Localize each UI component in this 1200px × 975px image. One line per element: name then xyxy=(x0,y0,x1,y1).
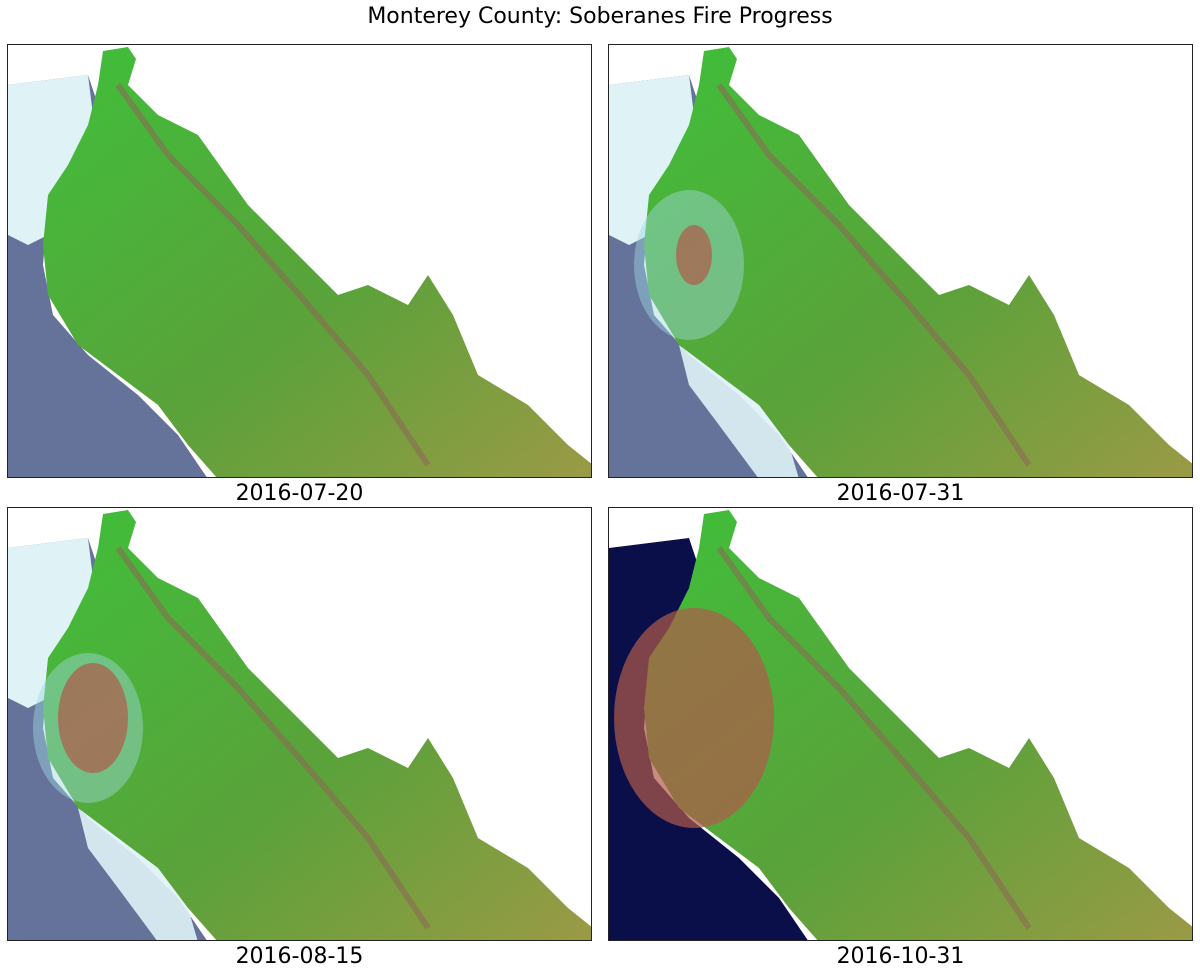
panel-date-3: 2016-08-15 xyxy=(235,944,364,969)
panel-date-4: 2016-10-31 xyxy=(836,944,965,969)
land-area xyxy=(43,510,591,940)
valley-line xyxy=(115,546,431,930)
valley-line xyxy=(115,83,431,467)
satellite-image-3 xyxy=(8,510,591,940)
valley-line xyxy=(716,546,1032,930)
cloud-bank xyxy=(609,75,694,245)
satellite-image-4 xyxy=(609,510,1192,940)
cloud-bank xyxy=(8,538,93,708)
figure-title: Monterey County: Soberanes Fire Progress xyxy=(367,4,833,29)
panel-date-1: 2016-07-20 xyxy=(235,481,364,506)
satellite-image-2 xyxy=(609,47,1192,477)
land-area xyxy=(644,47,1192,477)
cloud-bank xyxy=(8,75,93,245)
coastal-fog xyxy=(679,345,799,477)
valley-line xyxy=(716,83,1032,467)
map-panel-3 xyxy=(7,507,592,941)
map-panel-4 xyxy=(608,507,1193,941)
satellite-image-1 xyxy=(8,47,591,477)
map-panel-2 xyxy=(608,44,1193,478)
coastal-fog xyxy=(78,808,198,940)
burn-scar xyxy=(58,663,128,773)
land-area xyxy=(644,510,1192,940)
map-panel-1 xyxy=(7,44,592,478)
burn-scar xyxy=(614,608,774,828)
panel-date-2: 2016-07-31 xyxy=(836,481,965,506)
land-area xyxy=(43,47,591,477)
burn-scar xyxy=(676,225,712,285)
